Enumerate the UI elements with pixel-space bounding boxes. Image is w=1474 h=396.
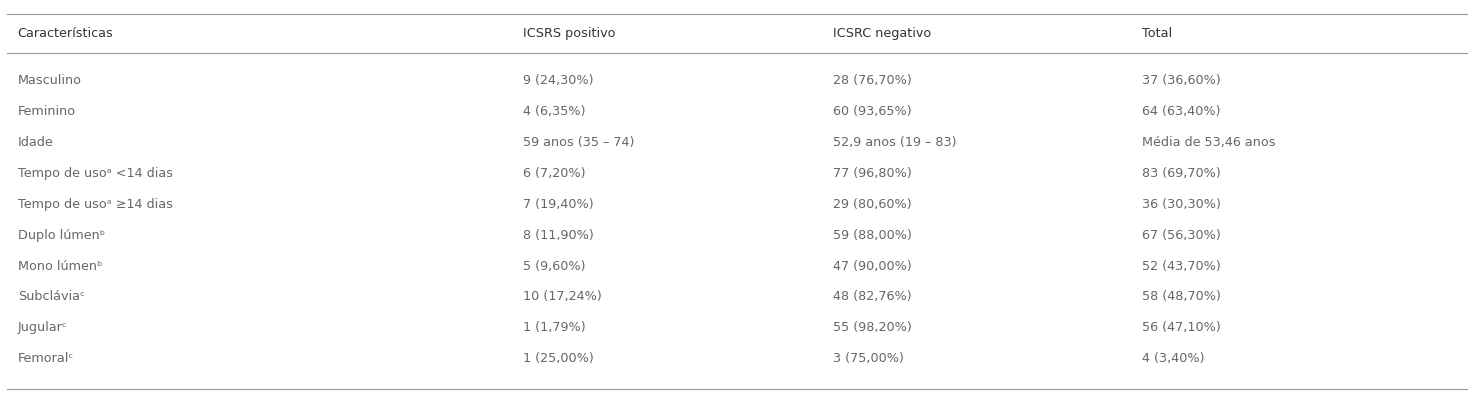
Text: 67 (56,30%): 67 (56,30%): [1142, 229, 1220, 242]
Text: 83 (69,70%): 83 (69,70%): [1142, 167, 1220, 180]
Text: 4 (6,35%): 4 (6,35%): [523, 105, 585, 118]
Text: 55 (98,20%): 55 (98,20%): [833, 322, 911, 334]
Text: 1 (25,00%): 1 (25,00%): [523, 352, 594, 365]
Text: Total: Total: [1142, 27, 1172, 40]
Text: 1 (1,79%): 1 (1,79%): [523, 322, 585, 334]
Text: Mono lúmenᵇ: Mono lúmenᵇ: [18, 260, 102, 272]
Text: 37 (36,60%): 37 (36,60%): [1142, 74, 1220, 87]
Text: Masculino: Masculino: [18, 74, 81, 87]
Text: 59 anos (35 – 74): 59 anos (35 – 74): [523, 136, 635, 149]
Text: Jugularᶜ: Jugularᶜ: [18, 322, 68, 334]
Text: 77 (96,80%): 77 (96,80%): [833, 167, 911, 180]
Text: 64 (63,40%): 64 (63,40%): [1142, 105, 1220, 118]
Text: 28 (76,70%): 28 (76,70%): [833, 74, 911, 87]
Text: 58 (48,70%): 58 (48,70%): [1142, 291, 1222, 303]
Text: 47 (90,00%): 47 (90,00%): [833, 260, 911, 272]
Text: Tempo de usoᵃ ≥14 dias: Tempo de usoᵃ ≥14 dias: [18, 198, 172, 211]
Text: 6 (7,20%): 6 (7,20%): [523, 167, 585, 180]
Text: 52,9 anos (19 – 83): 52,9 anos (19 – 83): [833, 136, 957, 149]
Text: Subcláviaᶜ: Subcláviaᶜ: [18, 291, 84, 303]
Text: Femoralᶜ: Femoralᶜ: [18, 352, 74, 365]
Text: ICSRS positivo: ICSRS positivo: [523, 27, 616, 40]
Text: 29 (80,60%): 29 (80,60%): [833, 198, 911, 211]
Text: 3 (75,00%): 3 (75,00%): [833, 352, 904, 365]
Text: ICSRC negativo: ICSRC negativo: [833, 27, 932, 40]
Text: 5 (9,60%): 5 (9,60%): [523, 260, 585, 272]
Text: 9 (24,30%): 9 (24,30%): [523, 74, 594, 87]
Text: 7 (19,40%): 7 (19,40%): [523, 198, 594, 211]
Text: 60 (93,65%): 60 (93,65%): [833, 105, 911, 118]
Text: 8 (11,90%): 8 (11,90%): [523, 229, 594, 242]
Text: Tempo de usoᵃ <14 dias: Tempo de usoᵃ <14 dias: [18, 167, 172, 180]
Text: 48 (82,76%): 48 (82,76%): [833, 291, 911, 303]
Text: 4 (3,40%): 4 (3,40%): [1142, 352, 1204, 365]
Text: 52 (43,70%): 52 (43,70%): [1142, 260, 1220, 272]
Text: Duplo lúmenᵇ: Duplo lúmenᵇ: [18, 229, 105, 242]
Text: 59 (88,00%): 59 (88,00%): [833, 229, 912, 242]
Text: Características: Características: [18, 27, 113, 40]
Text: Feminino: Feminino: [18, 105, 75, 118]
Text: 36 (30,30%): 36 (30,30%): [1142, 198, 1222, 211]
Text: 10 (17,24%): 10 (17,24%): [523, 291, 601, 303]
Text: Idade: Idade: [18, 136, 53, 149]
Text: 56 (47,10%): 56 (47,10%): [1142, 322, 1220, 334]
Text: Média de 53,46 anos: Média de 53,46 anos: [1142, 136, 1276, 149]
